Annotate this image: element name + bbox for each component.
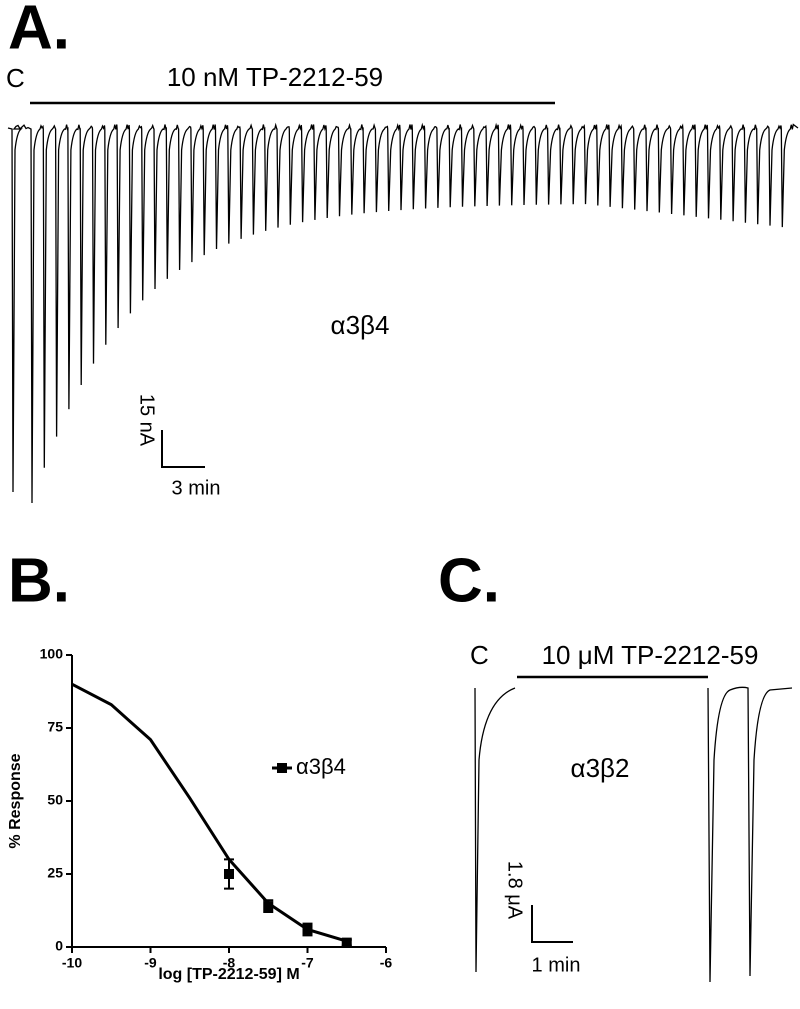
marker <box>302 924 313 935</box>
control-label: C <box>6 63 25 93</box>
scale-x-label: 3 min <box>172 477 221 499</box>
current-trace <box>7 122 799 504</box>
y-tick-label: 100 <box>40 646 64 662</box>
scale-y-label: 1.8 μA <box>504 861 526 920</box>
scale-x-label: 1 min <box>532 954 581 976</box>
control-label: C <box>470 640 489 670</box>
fit-curve <box>71 682 348 943</box>
y-axis-label: % Response <box>7 753 24 848</box>
y-tick-label: 50 <box>47 792 63 808</box>
panel-label: C. <box>438 546 500 615</box>
x-tick-label: -6 <box>380 955 393 971</box>
legend-label: α3β4 <box>296 754 346 779</box>
receptor-label: α3β2 <box>571 753 630 783</box>
drug-label: 10 nM TP-2212-59 <box>167 62 383 92</box>
panel-label: A. <box>8 0 70 62</box>
drug-label: 10 μM TP-2212-59 <box>542 640 759 670</box>
panel-label: B. <box>8 546 70 615</box>
x-axis-label: log [TP-2212-59] M <box>158 966 299 983</box>
scale-bar <box>161 430 205 468</box>
x-tick-label: -9 <box>144 955 157 971</box>
y-tick-label: 75 <box>47 719 63 735</box>
scale-bar <box>531 905 573 943</box>
x-tick-label: -7 <box>301 955 314 971</box>
y-tick-label: 25 <box>47 865 63 881</box>
x-tick-label: -10 <box>62 955 82 971</box>
scale-y-label: 15 nA <box>136 394 158 447</box>
current-trace <box>474 686 793 983</box>
marker <box>263 901 274 912</box>
marker <box>224 869 234 879</box>
receptor-label: α3β4 <box>331 310 390 340</box>
legend-marker <box>277 763 287 773</box>
marker <box>341 937 352 948</box>
y-tick-label: 0 <box>55 938 63 954</box>
x-tick-label: -8 <box>223 955 236 971</box>
